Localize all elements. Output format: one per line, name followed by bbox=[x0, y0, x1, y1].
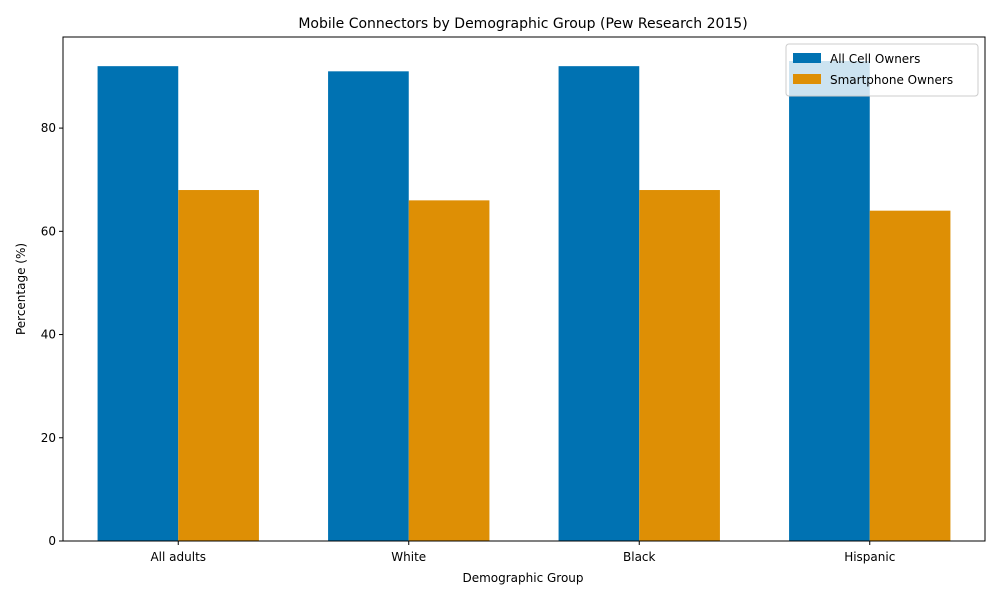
legend-swatch-smartphone-owners bbox=[793, 74, 821, 84]
y-tick-label-20: 20 bbox=[41, 431, 56, 445]
x-tick-label-black: Black bbox=[623, 550, 656, 564]
y-tick-label-80: 80 bbox=[41, 121, 56, 135]
legend-box bbox=[785, 43, 979, 97]
bar-all-cell-owners-all-adults bbox=[97, 66, 179, 542]
x-axis-title: Demographic Group bbox=[462, 571, 583, 585]
y-tick-label-0: 0 bbox=[48, 534, 56, 548]
plot-frame bbox=[62, 36, 986, 542]
bars bbox=[97, 61, 951, 542]
bar-all-cell-owners-hispanic bbox=[789, 61, 870, 541]
bar-smartphone-owners-white bbox=[408, 200, 490, 541]
bar-smartphone-owners-all-adults bbox=[178, 190, 259, 541]
y-axis-title: Percentage (%) bbox=[14, 243, 28, 335]
chart-title: Mobile Connectors by Demographic Group (… bbox=[298, 16, 747, 32]
x-tick-label-white: White bbox=[391, 550, 426, 564]
legend: All Cell Owners Smartphone Owners bbox=[785, 43, 979, 97]
y-tick-label-40: 40 bbox=[41, 328, 56, 342]
y-tick-label-60: 60 bbox=[41, 224, 56, 238]
x-tick-label-hispanic: Hispanic bbox=[844, 550, 895, 564]
x-tick-label-all-adults: All adults bbox=[150, 550, 206, 564]
legend-label-all-cell-owners: All Cell Owners bbox=[830, 52, 920, 66]
bar-all-cell-owners-black bbox=[558, 66, 640, 542]
axes: 0 20 40 60 80 All adults White Black Hispanic bbox=[41, 36, 986, 564]
bar-all-cell-owners-white bbox=[328, 71, 409, 542]
legend-swatch-all-cell-owners bbox=[793, 53, 821, 63]
legend-label-smartphone-owners: Smartphone Owners bbox=[830, 73, 953, 87]
bar-smartphone-owners-hispanic bbox=[869, 210, 951, 541]
bar-smartphone-owners-black bbox=[639, 190, 720, 541]
